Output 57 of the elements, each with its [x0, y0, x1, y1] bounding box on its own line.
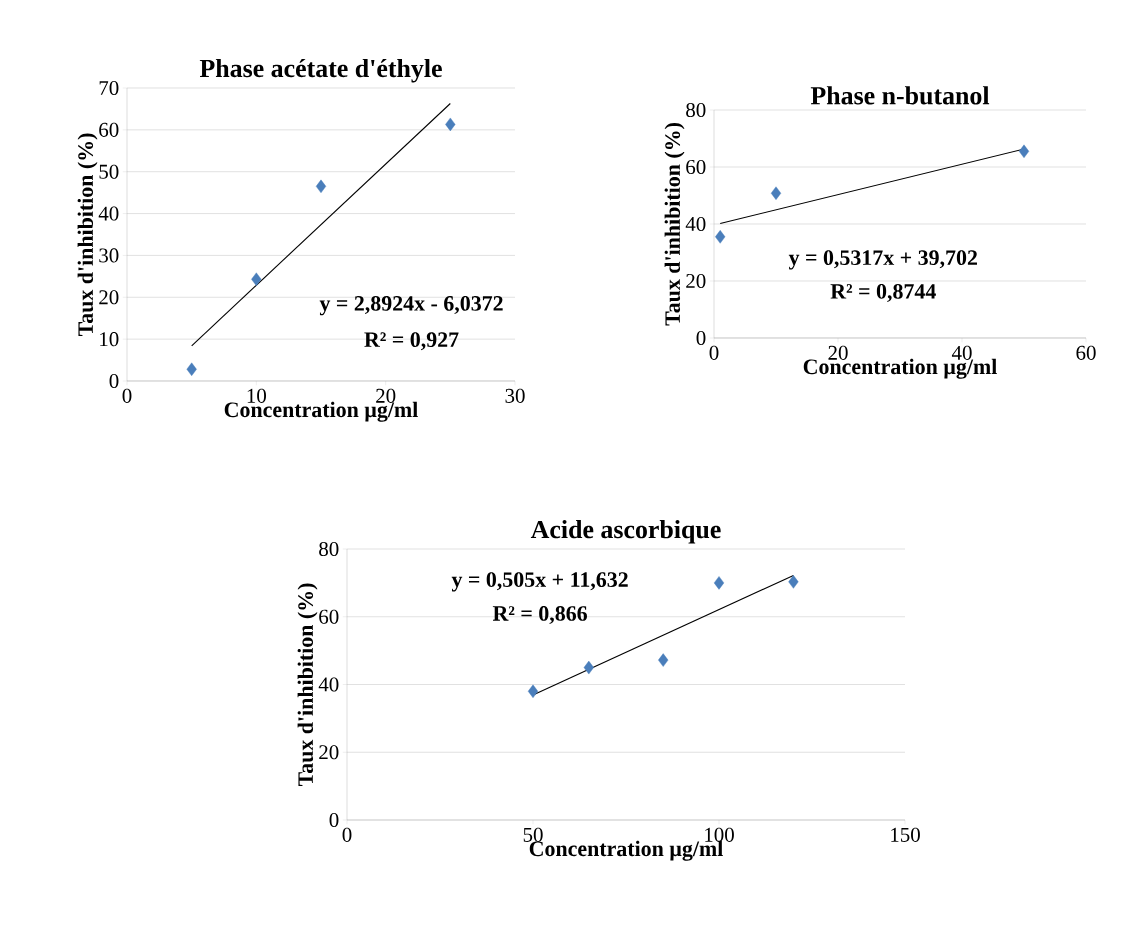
annotation: y = 2,8924x - 6,0372 [319, 296, 503, 316]
x-axis-title: Concentration µg/ml [224, 401, 418, 422]
y-axis-title: Taux d'inhibition (%) [664, 123, 685, 326]
y-tick-label: 40 [685, 216, 706, 232]
x-axis-title: Concentration µg/ml [803, 358, 997, 379]
y-tick-label: 10 [100, 332, 119, 347]
point [445, 117, 456, 132]
y-tick-label: 0 [696, 330, 706, 346]
y-axis-title: Taux d'inhibition (%) [297, 583, 318, 787]
y-tick-label: 70 [99, 80, 119, 96]
y-tick-label: 80 [686, 102, 706, 118]
y-tick-label: 20 [99, 290, 119, 305]
y-tick-label: 50 [99, 164, 119, 179]
point [713, 576, 725, 590]
point [658, 653, 669, 667]
x-tick-label: 60 [1076, 345, 1096, 360]
point [315, 179, 327, 194]
x-tick-label: 0 [342, 827, 352, 842]
point [1018, 144, 1030, 159]
x-tick-label: 50 [523, 827, 543, 842]
y-tick-label: 20 [319, 745, 339, 760]
point [251, 272, 262, 286]
y-tick-label: 60 [686, 159, 706, 175]
y-tick-label: 30 [99, 248, 119, 263]
x-tick-label: 100 [705, 827, 734, 842]
y-tick-label: 60 [319, 609, 339, 624]
y-tick-label: 80 [319, 541, 339, 557]
point [583, 660, 594, 675]
x-tick-label: 20 [828, 345, 848, 360]
y-tick-label: 40 [98, 206, 119, 221]
chart-title: Phase acétate d'éthyle [199, 58, 442, 83]
x-tick-label: 40 [951, 345, 972, 360]
x-tick-label: 10 [247, 388, 267, 403]
x-tick-label: 20 [376, 388, 396, 403]
annotation: y = 0,5317x + 39,702 [788, 250, 977, 270]
x-tick-label: 0 [122, 388, 132, 403]
chart-title: Phase n-butanol [810, 86, 990, 105]
y-tick-label: 20 [686, 273, 706, 289]
y-tick-label: 60 [99, 122, 119, 137]
annotation: y = 0,505x + 11,632 [451, 572, 628, 592]
point [715, 230, 726, 244]
annotation: R² = 0,866 [492, 606, 587, 625]
point [788, 575, 799, 589]
x-axis-title: Concentration µg/ml [529, 840, 723, 861]
chart-title: Acide ascorbique [530, 520, 721, 544]
x-tick-label: 30 [505, 388, 525, 403]
point [770, 186, 782, 200]
x-tick-label: 0 [709, 345, 719, 360]
point [527, 684, 539, 698]
point [186, 362, 197, 376]
y-tick-label: 40 [318, 677, 339, 692]
y-tick-label: 0 [329, 812, 339, 828]
y-tick-label: 0 [109, 373, 119, 389]
annotation: R² = 0,927 [364, 332, 459, 351]
y-axis-title: Taux d'inhibition (%) [77, 133, 98, 337]
annotation: R² = 0,8744 [830, 283, 936, 302]
x-tick-label: 150 [891, 827, 920, 842]
